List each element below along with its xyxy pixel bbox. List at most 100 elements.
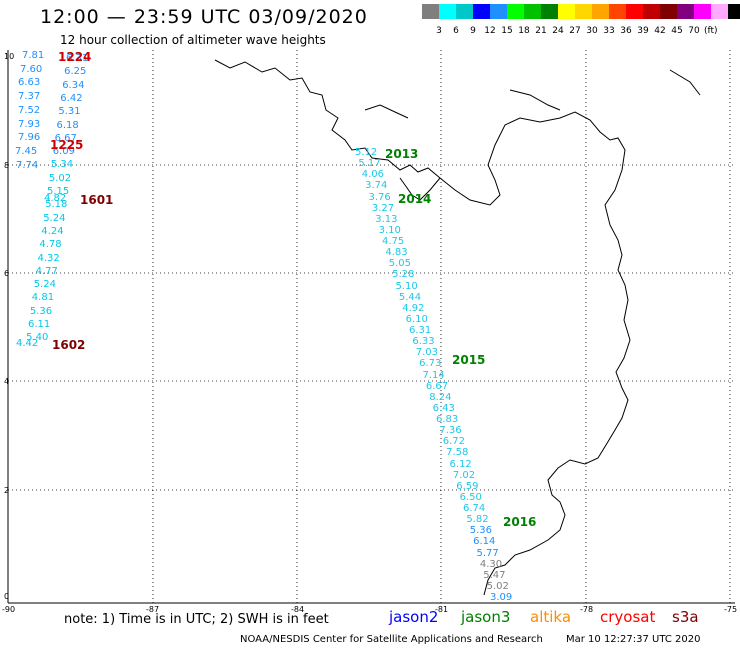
wave-height-value: 6.10 <box>405 313 428 325</box>
wave-height-value: 5.82 <box>466 514 489 526</box>
wave-height-value: 6.74 <box>463 503 486 514</box>
scale-unit: (ft) <box>704 26 718 36</box>
pass-label-2016: 2016 <box>503 515 537 529</box>
wave-height-value: 5.44 <box>398 291 422 303</box>
wave-height-value: 5.77 <box>476 547 499 559</box>
scale-swatch <box>456 4 473 19</box>
wave-height-value: 7.14 <box>422 369 445 381</box>
scale-swatch <box>592 4 609 19</box>
wave-height-value: 3.27 <box>371 202 395 214</box>
y-tick-label: 8 <box>4 161 10 170</box>
wave-height-value: 6.63 <box>18 77 41 89</box>
satellite-legend-altika: altika <box>530 608 572 626</box>
wave-height-value: 5.18 <box>45 199 68 211</box>
wave-height-value: 7.74 <box>16 159 39 171</box>
wave-height-value: 3.76 <box>368 191 391 203</box>
wave-height-value: 5.47 <box>483 569 506 581</box>
x-tick-label: -87 <box>146 605 160 614</box>
x-tick-label: -78 <box>580 605 594 614</box>
wave-height-value: 4.77 <box>35 265 58 277</box>
wave-height-value: 7.36 <box>439 425 462 437</box>
wave-height-value: 4.81 <box>31 292 55 304</box>
wave-height-value: 5.02 <box>486 580 509 592</box>
wave-height-value: 7.60 <box>20 63 43 75</box>
y-tick-label: 10 <box>4 52 15 61</box>
wave-height-value: 4.82 <box>44 193 67 204</box>
scale-label: 45 <box>671 26 683 36</box>
wave-height-value: 5.28 <box>392 269 415 281</box>
scale-label: 42 <box>654 26 666 36</box>
wave-height-value: 7.03 <box>415 347 439 359</box>
wave-height-value: 6.67 <box>54 132 77 144</box>
wave-height-value: 6.09 <box>52 146 75 158</box>
x-tick-label: -84 <box>291 605 305 614</box>
y-tick-label: 2 <box>4 486 10 495</box>
wave-height-value: 5.02 <box>48 172 72 184</box>
scale-label: 6 <box>453 26 459 36</box>
wave-height-value: 5.12 <box>355 147 378 158</box>
satellite-legend-jason3: jason3 <box>461 608 511 626</box>
scale-swatch <box>626 4 643 19</box>
wave-height-value: 7.02 <box>452 469 476 481</box>
scale-label: 12 <box>484 26 496 36</box>
x-tick-label: -81 <box>435 605 449 614</box>
wave-height-value: 7.58 <box>446 447 469 459</box>
footer-timestamp: Mar 10 12:27:37 UTC 2020 <box>566 634 701 645</box>
pass-label-1602: 1602 <box>52 338 86 352</box>
wave-height-value: 3.13 <box>375 213 398 225</box>
pass-label-2015: 2015 <box>452 353 486 367</box>
wave-height-value: 7.93 <box>18 118 41 130</box>
scale-swatch <box>507 4 524 19</box>
scale-swatch <box>609 4 626 19</box>
wave-height-value: 5.05 <box>388 258 412 270</box>
wave-height-value: 6.73 <box>419 358 442 370</box>
wave-height-value: 5.36 <box>469 525 493 537</box>
satellite-legend-jason2: jason2 <box>389 608 439 626</box>
wave-height-value: 7.52 <box>18 104 41 116</box>
wave-height-value: 5.10 <box>395 280 418 292</box>
wave-height-value: 5.34 <box>50 159 74 171</box>
wave-height-value: 6.50 <box>459 491 482 503</box>
wave-height-value: 4.78 <box>39 239 62 251</box>
pass-label-2013: 2013 <box>385 147 419 161</box>
scale-label: 24 <box>552 26 564 36</box>
satellite-legend-cryosat: cryosat <box>600 608 656 626</box>
scale-label: 39 <box>637 26 649 36</box>
wave-height-value: 6.31 <box>66 53 89 64</box>
wave-height-value: 6.59 <box>456 480 479 492</box>
wave-height-value: 6.31 <box>409 325 432 336</box>
scale-label: 30 <box>586 26 598 36</box>
wave-height-value: 4.32 <box>37 252 60 264</box>
wave-height-value: 6.12 <box>449 458 472 470</box>
wave-height-value: 8.24 <box>429 391 452 403</box>
scale-swatch <box>524 4 541 19</box>
wave-height-value: 6.83 <box>436 414 459 425</box>
pass-label-1601: 1601 <box>80 193 114 207</box>
scale-label: 3 <box>436 26 442 36</box>
scale-swatch <box>439 4 456 19</box>
wave-height-value: 7.96 <box>18 132 41 144</box>
wave-height-value: 4.75 <box>382 236 405 247</box>
pass-label-2014: 2014 <box>398 192 432 206</box>
wave-height-value: 4.42 <box>16 338 39 349</box>
scale-swatch <box>490 4 507 19</box>
y-tick-label: 0 <box>4 592 10 601</box>
wave-height-value: 4.30 <box>479 558 503 570</box>
pass-label-1225: 1225 <box>50 138 84 152</box>
scale-swatch <box>711 4 728 19</box>
wave-height-value: 6.18 <box>56 119 79 131</box>
page-subtitle: 12 hour collection of altimeter wave hei… <box>60 33 326 47</box>
wave-height-value: 5.31 <box>58 106 81 118</box>
graticule <box>8 50 735 603</box>
scale-swatch <box>660 4 677 19</box>
wave-height-value: 6.14 <box>473 536 496 548</box>
wave-height-value: 6.11 <box>28 319 51 330</box>
scale-label: 15 <box>501 26 513 36</box>
page-title: 12:00 — 23:59 UTC 03/09/2020 <box>40 6 368 28</box>
footer-credit: NOAA/NESDIS Center for Satellite Applica… <box>240 634 543 645</box>
wave-height-value: 4.92 <box>402 302 425 314</box>
scale-swatch <box>473 4 490 19</box>
wave-height-value: 4.24 <box>41 225 64 237</box>
scale-label: 21 <box>535 26 547 36</box>
wave-height-value: 6.33 <box>412 336 435 348</box>
